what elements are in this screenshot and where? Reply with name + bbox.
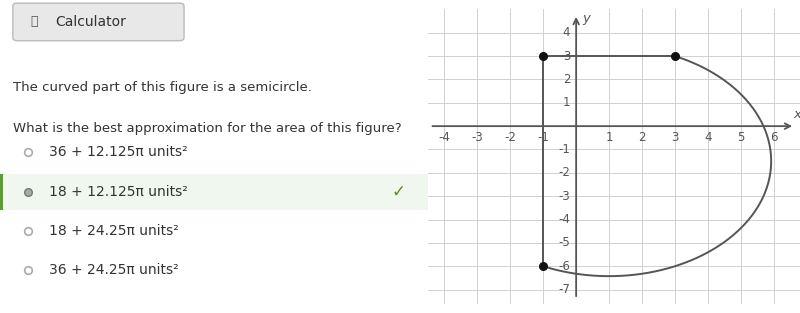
Text: -1: -1 bbox=[538, 131, 549, 144]
Text: 1: 1 bbox=[606, 131, 613, 144]
Text: x: x bbox=[794, 108, 800, 121]
Text: y: y bbox=[582, 12, 590, 25]
Text: 18 + 12.125π units²: 18 + 12.125π units² bbox=[50, 185, 188, 198]
Text: -6: -6 bbox=[558, 260, 570, 273]
Text: -2: -2 bbox=[558, 166, 570, 179]
Bar bbox=[0, 174, 428, 210]
Text: 3: 3 bbox=[563, 49, 570, 63]
Text: ✓: ✓ bbox=[391, 182, 405, 201]
Text: 3: 3 bbox=[671, 131, 678, 144]
Text: -4: -4 bbox=[558, 213, 570, 226]
Text: -2: -2 bbox=[504, 131, 516, 144]
Text: -4: -4 bbox=[438, 131, 450, 144]
Text: ⌸: ⌸ bbox=[30, 15, 38, 28]
Text: 36 + 12.125π units²: 36 + 12.125π units² bbox=[50, 146, 188, 159]
Text: 1: 1 bbox=[562, 96, 570, 109]
Text: -5: -5 bbox=[558, 236, 570, 249]
Text: 6: 6 bbox=[770, 131, 778, 144]
Text: The curved part of this figure is a semicircle.: The curved part of this figure is a semi… bbox=[13, 81, 312, 95]
Text: -7: -7 bbox=[558, 283, 570, 296]
Text: 2: 2 bbox=[638, 131, 646, 144]
Text: What is the best approximation for the area of this figure?: What is the best approximation for the a… bbox=[13, 122, 402, 135]
Bar bbox=[0, 174, 3, 210]
Text: 4: 4 bbox=[562, 26, 570, 39]
FancyBboxPatch shape bbox=[13, 3, 184, 41]
Text: -3: -3 bbox=[558, 190, 570, 203]
Text: 18 + 24.25π units²: 18 + 24.25π units² bbox=[50, 224, 179, 238]
Text: -3: -3 bbox=[471, 131, 483, 144]
Text: 2: 2 bbox=[562, 73, 570, 86]
Text: Calculator: Calculator bbox=[56, 15, 126, 29]
Text: 5: 5 bbox=[737, 131, 745, 144]
Text: -1: -1 bbox=[558, 143, 570, 156]
Text: 4: 4 bbox=[704, 131, 711, 144]
Text: 36 + 24.25π units²: 36 + 24.25π units² bbox=[50, 263, 179, 277]
